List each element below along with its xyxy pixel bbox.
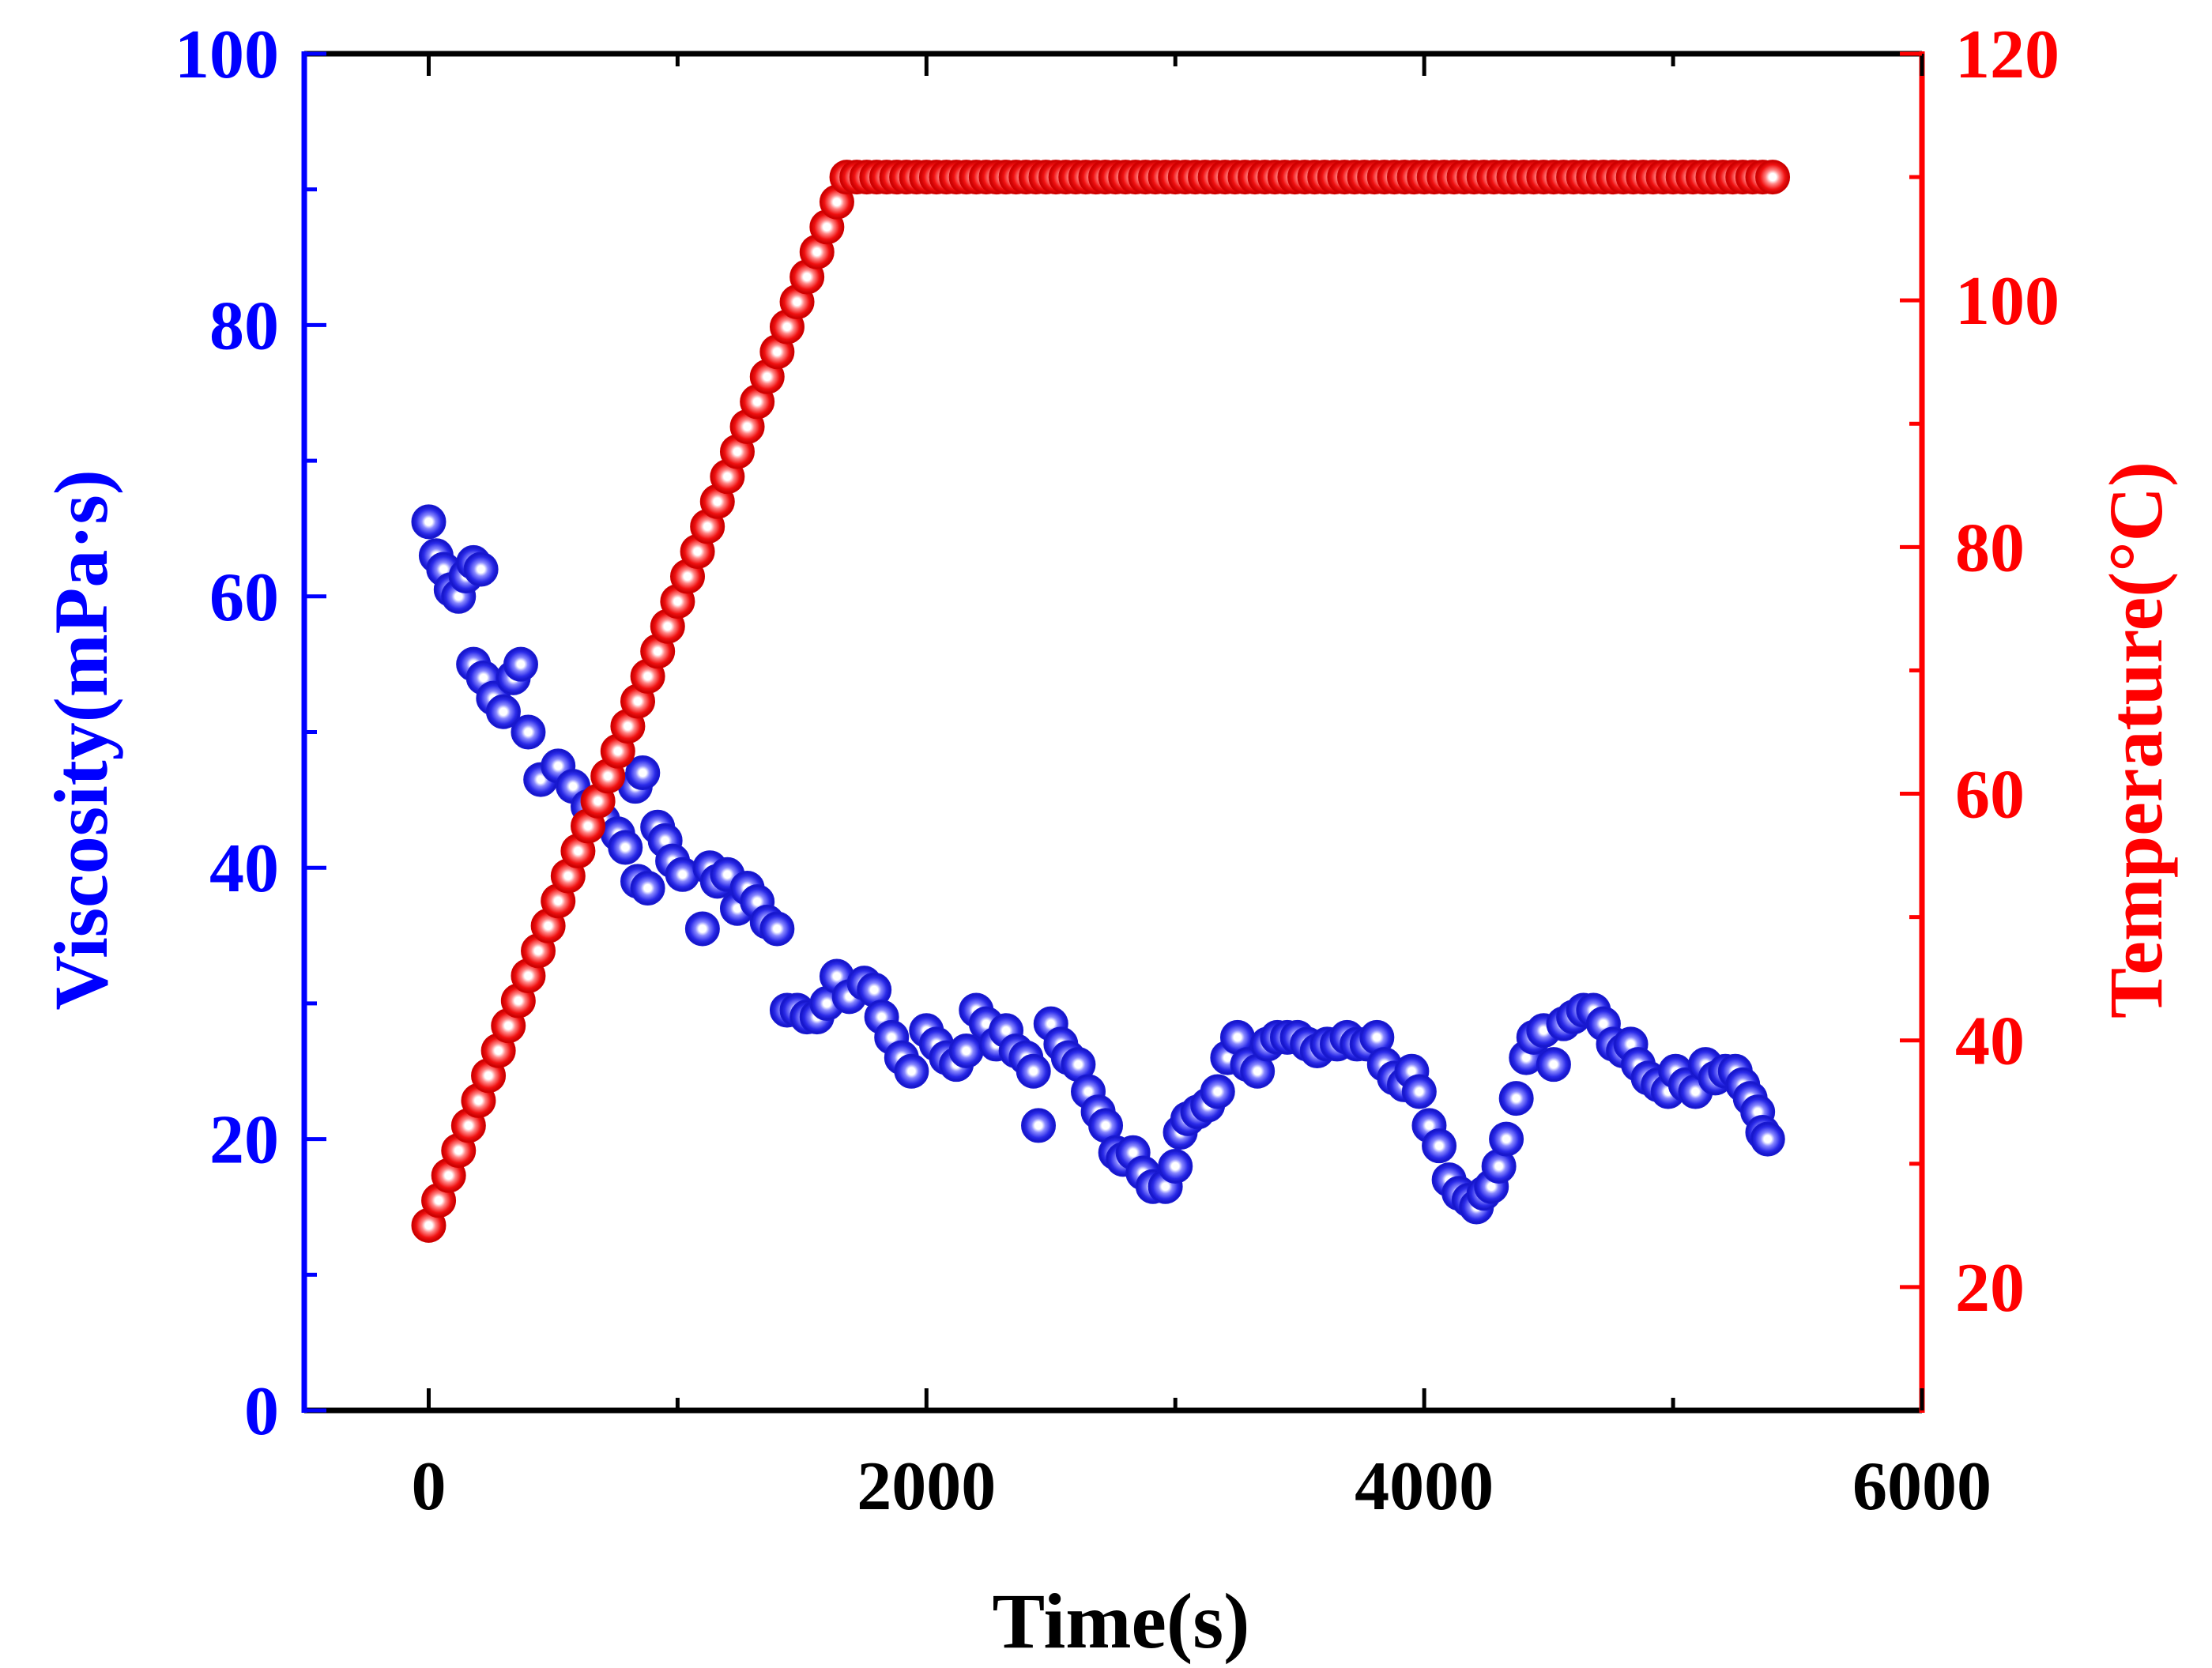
viscosity-point: [485, 694, 521, 729]
x-tick-label: 6000: [1852, 1448, 1992, 1525]
viscosity-series: [411, 504, 1785, 1225]
right-tick-label: 60: [1955, 757, 2025, 834]
axes: [301, 51, 1925, 1414]
right-y-axis-title: Temperature(°C): [2093, 461, 2178, 1018]
viscosity-point: [608, 830, 643, 865]
viscosity-point: [1200, 1074, 1235, 1109]
viscosity-point: [411, 504, 447, 540]
viscosity-point: [503, 646, 538, 682]
left-tick-label: 100: [175, 17, 279, 93]
x-axis-title: Time(s): [993, 1577, 1250, 1665]
viscosity-point: [1021, 1108, 1057, 1143]
viscosity-point: [1158, 1148, 1193, 1184]
viscosity-point: [625, 755, 661, 791]
viscosity-point: [948, 1033, 984, 1068]
left-tick-label: 60: [209, 559, 279, 636]
viscosity-point: [1536, 1047, 1571, 1083]
left-tick-label: 40: [209, 830, 279, 907]
viscosity-point: [1016, 1053, 1051, 1089]
axis-ticks: [304, 51, 1924, 1413]
viscosity-point: [1422, 1128, 1457, 1164]
viscosity-point: [1401, 1074, 1437, 1109]
viscosity-point: [511, 714, 546, 750]
axis-tick-labels: 0 2000 4000 6000 0 20 40 60 80 100 20 40 60 80 100 120: [175, 17, 2059, 1525]
viscosity-point: [1498, 1081, 1534, 1116]
left-y-axis-title: Viscosity(mPa·s): [39, 469, 123, 1010]
x-tick-label: 2000: [857, 1448, 996, 1525]
temperature-series: [411, 160, 1791, 1243]
viscosity-point: [684, 911, 720, 947]
right-tick-label: 120: [1955, 17, 2059, 93]
x-tick-label: 0: [411, 1448, 446, 1525]
viscosity-point: [1489, 1121, 1524, 1157]
viscosity-point: [463, 552, 499, 587]
right-tick-label: 100: [1955, 263, 2059, 340]
right-tick-label: 80: [1955, 510, 2025, 586]
left-tick-label: 20: [209, 1102, 279, 1179]
right-tick-label: 40: [1955, 1003, 2025, 1080]
right-tick-label: 20: [1955, 1250, 2025, 1327]
viscosity-point: [759, 911, 795, 947]
left-tick-label: 80: [209, 288, 279, 364]
temperature-point: [1755, 160, 1791, 195]
viscosity-point: [894, 1053, 929, 1089]
x-tick-label: 4000: [1355, 1448, 1494, 1525]
left-tick-label: 0: [244, 1373, 279, 1450]
viscosity-point: [1750, 1121, 1785, 1157]
viscosity-point: [630, 870, 665, 906]
